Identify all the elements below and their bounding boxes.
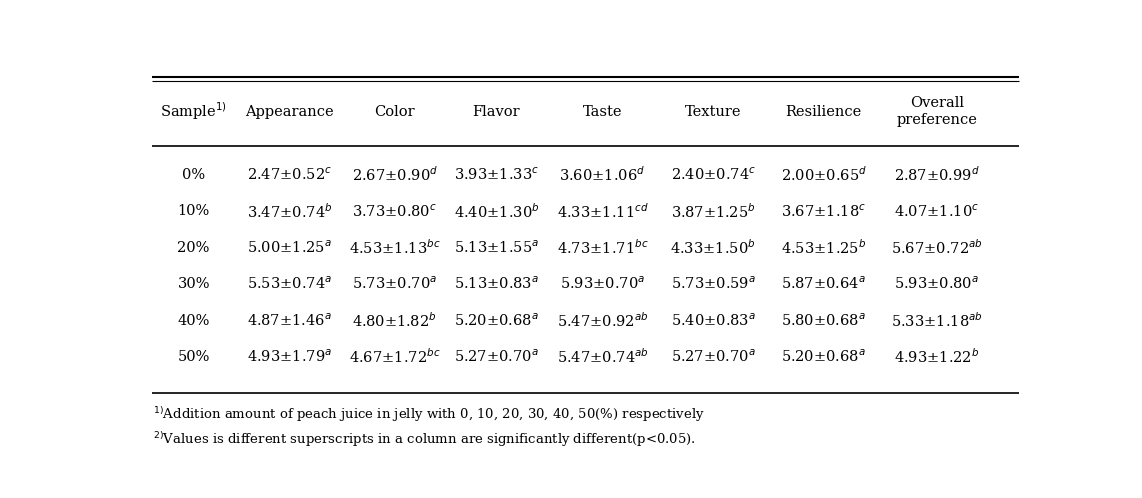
Text: 2.87±0.99$^{d}$: 2.87±0.99$^{d}$ [894,165,980,184]
Text: $^{2)}$Values is different superscripts in a column are significantly different(: $^{2)}$Values is different superscripts … [153,430,697,449]
Text: Taste: Taste [582,105,622,119]
Text: 4.67±1.72$^{bc}$: 4.67±1.72$^{bc}$ [348,348,441,367]
Text: 4.53±1.13$^{bc}$: 4.53±1.13$^{bc}$ [348,239,441,257]
Text: 4.87±1.46$^{a}$: 4.87±1.46$^{a}$ [248,312,332,329]
Text: 5.80±0.68$^{a}$: 5.80±0.68$^{a}$ [781,312,866,329]
Text: 2.67±0.90$^{d}$: 2.67±0.90$^{d}$ [352,165,437,184]
Text: 5.20±0.68$^{a}$: 5.20±0.68$^{a}$ [781,349,866,365]
Text: 4.40±1.30$^{b}$: 4.40±1.30$^{b}$ [453,202,539,221]
Text: 4.93±1.22$^{b}$: 4.93±1.22$^{b}$ [894,348,979,367]
Text: 5.27±0.70$^{a}$: 5.27±0.70$^{a}$ [670,349,756,365]
Text: 5.47±0.92$^{ab}$: 5.47±0.92$^{ab}$ [557,311,649,330]
Text: 5.13±0.83$^{a}$: 5.13±0.83$^{a}$ [455,276,539,292]
Text: 4.93±1.79$^{a}$: 4.93±1.79$^{a}$ [247,349,332,365]
Text: 0%: 0% [182,168,206,182]
Text: 3.47±0.74$^{b}$: 3.47±0.74$^{b}$ [247,202,332,221]
Text: 4.33±1.11$^{cd}$: 4.33±1.11$^{cd}$ [556,202,649,221]
Text: Overall
preference: Overall preference [896,96,978,127]
Text: 5.20±0.68$^{a}$: 5.20±0.68$^{a}$ [453,312,539,329]
Text: 5.27±0.70$^{a}$: 5.27±0.70$^{a}$ [453,349,539,365]
Text: Texture: Texture [685,105,741,119]
Text: 5.33±1.18$^{ab}$: 5.33±1.18$^{ab}$ [891,311,982,330]
Text: Flavor: Flavor [473,105,520,119]
Text: 20%: 20% [177,241,210,254]
Text: 5.73±0.70$^{a}$: 5.73±0.70$^{a}$ [352,276,437,292]
Text: 5.53±0.74$^{a}$: 5.53±0.74$^{a}$ [247,276,332,292]
Text: 3.93±1.33$^{c}$: 3.93±1.33$^{c}$ [453,166,539,183]
Text: 3.87±1.25$^{b}$: 3.87±1.25$^{b}$ [670,202,756,221]
Text: 5.87±0.64$^{a}$: 5.87±0.64$^{a}$ [781,276,866,292]
Text: 3.73±0.80$^{c}$: 3.73±0.80$^{c}$ [352,203,437,220]
Text: 5.73±0.59$^{a}$: 5.73±0.59$^{a}$ [670,276,756,292]
Text: 2.47±0.52$^{c}$: 2.47±0.52$^{c}$ [247,166,332,183]
Text: 3.67±1.18$^{c}$: 3.67±1.18$^{c}$ [781,203,867,220]
Text: 2.00±0.65$^{d}$: 2.00±0.65$^{d}$ [781,165,867,184]
Text: 5.13±1.55$^{a}$: 5.13±1.55$^{a}$ [453,240,539,256]
Text: 5.93±0.80$^{a}$: 5.93±0.80$^{a}$ [894,276,979,292]
Text: 4.73±1.71$^{bc}$: 4.73±1.71$^{bc}$ [557,239,649,257]
Text: Resilience: Resilience [786,105,862,119]
Text: 5.47±0.74$^{ab}$: 5.47±0.74$^{ab}$ [556,348,649,367]
Text: Sample$^{1)}$: Sample$^{1)}$ [160,101,227,123]
Text: 4.53±1.25$^{b}$: 4.53±1.25$^{b}$ [781,239,867,257]
Text: 10%: 10% [177,204,210,218]
Text: 30%: 30% [177,277,210,291]
Text: 5.00±1.25$^{a}$: 5.00±1.25$^{a}$ [248,240,332,256]
Text: 50%: 50% [177,350,210,364]
Text: $^{1)}$Addition amount of peach juice in jelly with 0, 10, 20, 30, 40, 50(%) res: $^{1)}$Addition amount of peach juice in… [153,405,706,424]
Text: Appearance: Appearance [246,105,333,119]
Text: 4.80±1.82$^{b}$: 4.80±1.82$^{b}$ [352,311,437,330]
Text: 40%: 40% [177,314,210,328]
Text: 2.40±0.74$^{c}$: 2.40±0.74$^{c}$ [670,166,756,183]
Text: Color: Color [375,105,415,119]
Text: 3.60±1.06$^{d}$: 3.60±1.06$^{d}$ [560,165,645,184]
Text: 4.33±1.50$^{b}$: 4.33±1.50$^{b}$ [670,239,756,257]
Text: 5.40±0.83$^{a}$: 5.40±0.83$^{a}$ [670,312,756,329]
Text: 5.93±0.70$^{a}$: 5.93±0.70$^{a}$ [560,276,645,292]
Text: 5.67±0.72$^{ab}$: 5.67±0.72$^{ab}$ [891,239,982,257]
Text: 4.07±1.10$^{c}$: 4.07±1.10$^{c}$ [894,203,979,220]
